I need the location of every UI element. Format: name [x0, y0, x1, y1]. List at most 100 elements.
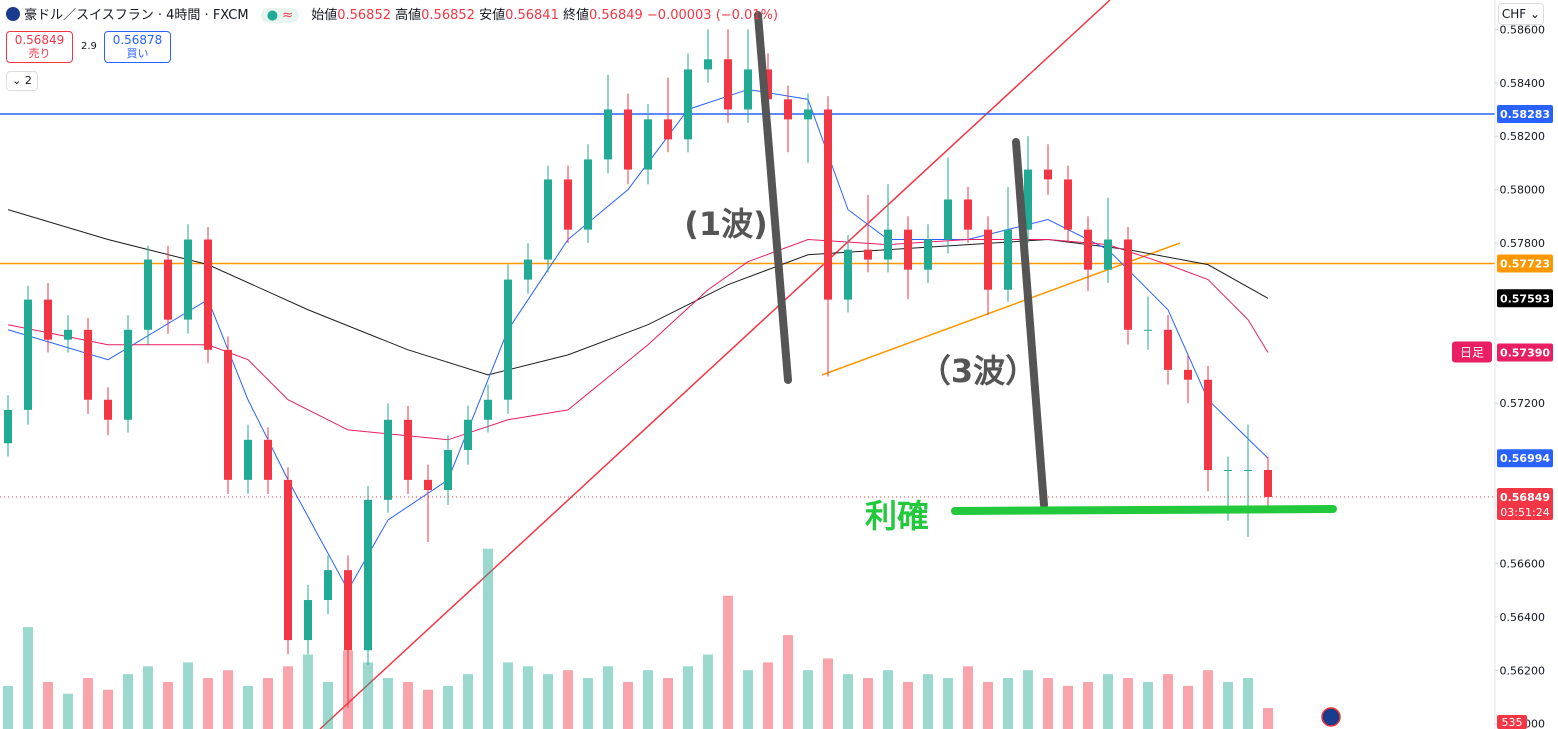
spread: 2.9	[81, 41, 97, 52]
candle-body	[1004, 229, 1012, 290]
volume-bar	[503, 662, 513, 729]
candle-body	[764, 69, 772, 100]
price-tag-label: 0.56849	[1500, 491, 1550, 504]
candle-body	[564, 179, 572, 230]
volume-bar	[903, 681, 913, 729]
volume-bar	[663, 678, 673, 729]
trendline	[319, 0, 1111, 729]
candle-body	[364, 499, 372, 651]
candle-body	[424, 479, 432, 491]
currency: CHF	[1501, 7, 1527, 21]
daily-tag	[1452, 341, 1492, 363]
candle-body	[404, 419, 412, 480]
volume-bar	[323, 681, 333, 729]
volume-tag	[1497, 715, 1527, 729]
volume-bar	[103, 689, 113, 729]
candle-body	[524, 259, 532, 280]
candle-body	[704, 59, 712, 70]
volume-bar	[443, 685, 453, 729]
volume-bar	[283, 666, 293, 729]
volume-bar	[803, 670, 813, 729]
wave-line	[1012, 138, 1048, 509]
volume-bar	[783, 634, 793, 729]
volume-bar	[923, 674, 933, 729]
volume-bar	[623, 681, 633, 729]
volume-bar	[1063, 685, 1073, 729]
volume-bar	[303, 654, 313, 729]
volume-bar	[763, 662, 773, 729]
candle-body	[1164, 329, 1172, 370]
volume-bar	[223, 670, 233, 729]
candle-body	[804, 109, 812, 120]
candle-body	[184, 239, 192, 320]
y-tick-label: 0.56400	[1500, 611, 1546, 624]
volume-bar	[83, 678, 93, 729]
sell-button[interactable]: 0.56849 売り	[6, 31, 73, 63]
candle-body	[1024, 169, 1032, 230]
volume-bar	[743, 670, 753, 729]
y-tick-label: 0.58400	[1500, 77, 1546, 90]
currency-select[interactable]: CHF ⌄	[1498, 3, 1544, 25]
candle-body	[884, 229, 892, 260]
candle-body	[744, 69, 752, 110]
price-tag-label: 0.58283	[1500, 108, 1550, 121]
volume-bar	[183, 662, 193, 729]
candle-body	[784, 99, 792, 120]
price-tag	[1497, 449, 1553, 468]
candle-body	[324, 570, 332, 601]
moving-average	[7, 239, 1269, 441]
volume-bar	[1103, 674, 1113, 729]
value: 0.56841	[505, 8, 559, 23]
volume-bar	[943, 678, 953, 729]
value: 0.56852	[337, 8, 391, 23]
volume-bar	[703, 654, 713, 729]
volume-bar	[3, 685, 13, 729]
volume-bar	[1143, 681, 1153, 729]
daily-tag-label: 日足	[1460, 345, 1484, 359]
candle-body	[1104, 239, 1112, 270]
y-tick-label: 0.56600	[1500, 557, 1546, 570]
candle-body	[24, 299, 32, 410]
volume-bar	[423, 689, 433, 729]
wave-line	[754, 11, 792, 384]
candle-body	[624, 109, 632, 170]
price-tag-label: 0.57593	[1500, 292, 1550, 305]
candle-body	[1044, 169, 1052, 180]
candle-body	[644, 119, 652, 170]
flag	[6, 7, 20, 21]
candle-body	[444, 449, 452, 491]
candle-body	[684, 69, 692, 140]
status-pill[interactable]: ● ≈	[260, 8, 300, 23]
volume-bar	[983, 681, 993, 729]
candle-body	[664, 119, 672, 140]
candle-body	[64, 329, 72, 340]
price-tag	[1497, 254, 1553, 273]
price-tag	[1497, 343, 1553, 362]
candle-body	[944, 199, 952, 240]
candle-body	[1264, 469, 1272, 497]
candle-body	[164, 259, 172, 320]
trendline	[821, 242, 1181, 376]
header: 豪ドル／スイスフラン · 4時間 · FXCM ● ≈ 始値0.56852 高値…	[6, 4, 778, 23]
candle-body	[284, 479, 292, 641]
flag-icon[interactable]	[1321, 707, 1341, 727]
candle-body	[44, 299, 52, 340]
volume-bar	[1203, 670, 1213, 729]
volume-tag-label: 535	[1502, 716, 1523, 729]
price-tag	[1497, 289, 1553, 308]
value: 0.56849	[589, 8, 643, 23]
symbol[interactable]: 豪ドル／スイスフラン · 4時間 · FXCM	[24, 8, 249, 23]
y-tick-label: 0.57800	[1500, 237, 1546, 250]
volume-bar	[1263, 708, 1273, 729]
annotation: 利確	[865, 497, 929, 535]
volume-bar	[1183, 685, 1193, 729]
buy-button[interactable]: 0.56878 買い	[104, 31, 171, 63]
volume-bar	[643, 670, 653, 729]
volume-bar	[963, 666, 973, 729]
volume-bar	[203, 678, 213, 729]
label: 終値	[562, 8, 589, 23]
indicator-toggle[interactable]: ⌄ 2	[6, 71, 38, 91]
label: 始値	[311, 8, 338, 23]
candle-body	[824, 109, 832, 300]
price-tag	[1497, 487, 1553, 520]
